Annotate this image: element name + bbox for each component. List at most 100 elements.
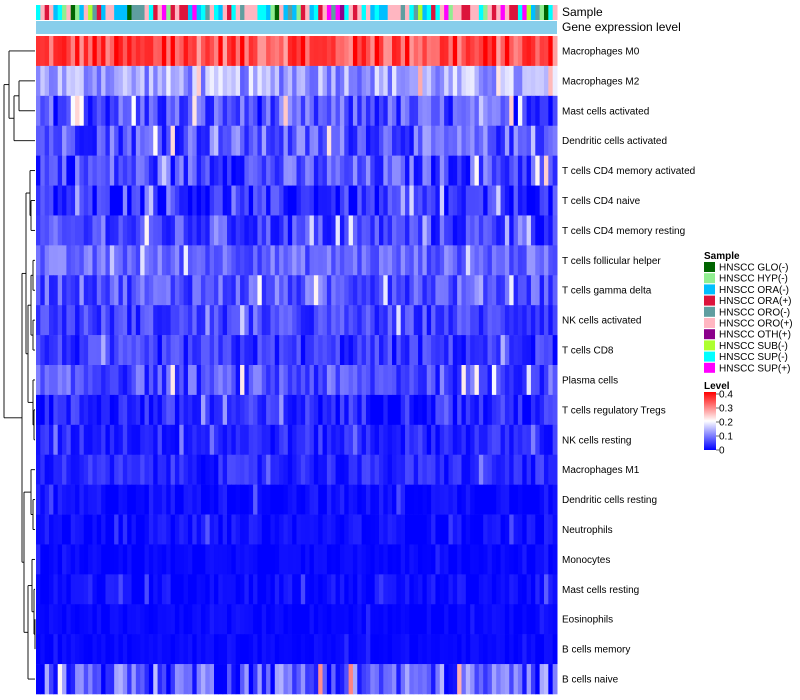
heatmap-cell: [365, 574, 371, 605]
heatmap-cell: [140, 245, 146, 276]
heatmap-cell: [192, 365, 198, 396]
heatmap-cell: [543, 424, 549, 456]
heatmap-cell: [257, 664, 263, 695]
heatmap-cell: [179, 185, 185, 216]
heatmap-cell: [218, 484, 224, 515]
heatmap-cells: [36, 36, 558, 695]
heatmap-cell: [196, 245, 202, 276]
heatmap-cell: [365, 664, 371, 695]
heatmap-cell: [209, 544, 215, 575]
heatmap-cell: [331, 65, 337, 97]
heatmap-cell: [179, 664, 185, 695]
heatmap-cell: [509, 454, 515, 485]
heatmap-cell: [209, 185, 215, 216]
heatmap-cell: [331, 185, 337, 216]
heatmap-cell: [335, 275, 341, 306]
heatmap-cell: [135, 125, 141, 156]
heatmap-cell: [96, 574, 102, 605]
heatmap-cell: [187, 365, 193, 396]
heatmap-cell: [326, 36, 332, 67]
heatmap-cell: [457, 185, 462, 216]
heatmap-cell: [231, 305, 237, 336]
heatmap-cell: [413, 185, 419, 216]
heatmap-cell: [300, 604, 306, 635]
heatmap-cell: [543, 125, 549, 156]
heatmap-cell: [309, 544, 315, 575]
sample-annotation-cell: [435, 5, 441, 20]
heatmap-cell: [257, 125, 263, 156]
heatmap-cell: [235, 574, 241, 605]
heatmap-cell: [543, 185, 549, 216]
heatmap-cell: [483, 454, 489, 485]
heatmap-cell: [253, 215, 258, 246]
heatmap-cell: [248, 155, 254, 186]
heatmap-cell: [174, 514, 180, 545]
heatmap-cell: [522, 125, 528, 156]
heatmap-cell: [209, 574, 215, 605]
heatmap-cell: [370, 215, 376, 246]
heatmap-cell: [140, 514, 146, 545]
heatmap-cell: [174, 275, 180, 306]
heatmap-cell: [144, 365, 150, 396]
heatmap-cell: [418, 65, 423, 97]
heatmap-cell: [222, 65, 228, 97]
heatmap-cell: [53, 185, 59, 216]
heatmap-cell: [122, 36, 128, 67]
heatmap-cell: [62, 215, 67, 246]
heatmap-cell: [352, 365, 358, 396]
heatmap-cell: [205, 185, 211, 216]
heatmap-cell: [483, 365, 489, 396]
heatmap-cell: [361, 36, 367, 67]
heatmap-cell: [261, 454, 267, 485]
heatmap-cell: [274, 514, 280, 545]
heatmap-cell: [218, 95, 224, 127]
heatmap-cell: [248, 634, 254, 665]
heatmap-cell: [227, 604, 232, 635]
heatmap-cell: [222, 544, 228, 575]
heatmap-cell: [470, 275, 476, 306]
heatmap-cell: [218, 36, 224, 67]
heatmap-cell: [305, 365, 311, 396]
heatmap-cell: [509, 335, 515, 366]
heatmap-cell: [274, 454, 280, 485]
heatmap-cell: [222, 604, 228, 635]
heatmap-cell: [187, 275, 193, 306]
heatmap-cell: [36, 245, 41, 276]
heatmap-cell: [331, 36, 337, 67]
heatmap-cell: [305, 335, 311, 366]
heatmap-cell: [400, 335, 406, 366]
heatmap-cell: [374, 514, 380, 545]
sample-annotation-cell: [49, 5, 54, 20]
heatmap-cell: [75, 394, 80, 426]
heatmap-cell: [418, 155, 423, 186]
heatmap-cell: [274, 36, 280, 67]
heatmap-cell: [396, 245, 402, 276]
sample-annotation-cell: [487, 5, 493, 20]
heatmap-cell: [383, 604, 389, 635]
heatmap-cell: [257, 65, 263, 97]
sample-annotation-cell: [439, 5, 445, 20]
heatmap-cell: [457, 215, 462, 246]
heatmap-cell: [70, 185, 76, 216]
heatmap-cell: [261, 36, 267, 67]
heatmap-cell: [426, 454, 432, 485]
heatmap-cell: [339, 604, 345, 635]
heatmap-cell: [500, 155, 506, 186]
heatmap-cell: [478, 484, 484, 515]
heatmap-cell: [96, 36, 102, 67]
heatmap-cell: [214, 95, 219, 127]
heatmap-cell: [426, 36, 432, 67]
sample-annotation-cell: [279, 5, 284, 20]
heatmap-cell: [122, 215, 128, 246]
heatmap-cell: [79, 394, 85, 426]
heatmap-cell: [49, 484, 54, 515]
heatmap-cell: [122, 574, 128, 605]
heatmap-cell: [491, 185, 497, 216]
heatmap-cell: [392, 185, 397, 216]
heatmap-cell: [127, 335, 133, 366]
heatmap-cell: [253, 544, 258, 575]
heatmap-cell: [218, 335, 224, 366]
heatmap-cell: [131, 125, 137, 156]
heatmap-cell: [418, 245, 423, 276]
heatmap-cell: [200, 95, 206, 127]
